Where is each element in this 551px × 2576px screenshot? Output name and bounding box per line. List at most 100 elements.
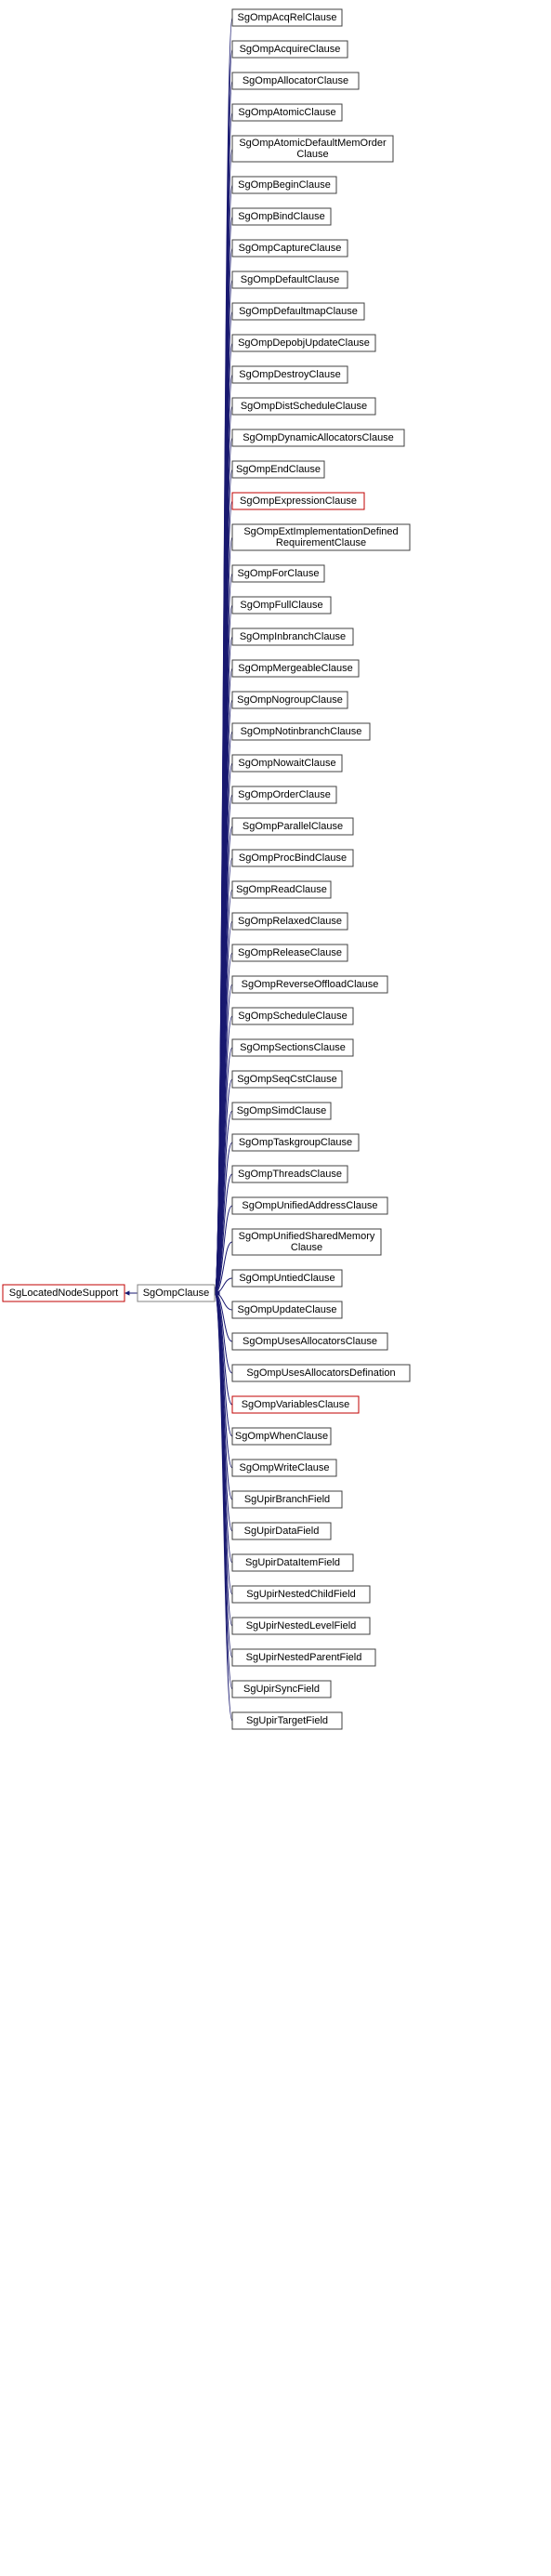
node-label: SgOmpSimdClause <box>237 1105 327 1116</box>
node-label: SgOmpDestroyClause <box>239 369 340 380</box>
node-label: SgOmpUsesAllocatorsDefination <box>246 1367 395 1379</box>
node-child-50[interactable]: SgUpirNestedLevelField <box>232 1618 370 1634</box>
node-child-20[interactable]: SgOmpMergeableClause <box>232 660 359 677</box>
node-label: SgOmpBindClause <box>238 211 325 222</box>
node-label: SgOmpUntiedClause <box>239 1273 335 1284</box>
node-label: Clause <box>291 1242 322 1253</box>
node-label: SgOmpAcqRelClause <box>238 12 337 23</box>
node-label: SgOmpReleaseClause <box>238 947 342 958</box>
node-label: SgOmpMergeableClause <box>238 663 353 674</box>
node-child-37[interactable]: SgOmpUnifiedAddressClause <box>232 1197 387 1214</box>
node-label: SgOmpNowaitClause <box>238 758 335 769</box>
node-child-29[interactable]: SgOmpReleaseClause <box>232 945 348 961</box>
node-child-3[interactable]: SgOmpAtomicClause <box>232 104 342 121</box>
node-label: SgOmpAcquireClause <box>240 44 341 55</box>
node-label: SgOmpProcBindClause <box>239 852 347 864</box>
node-label: SgUpirSyncField <box>243 1684 320 1695</box>
node-child-21[interactable]: SgOmpNogroupClause <box>232 692 348 708</box>
node-label: SgOmpDistScheduleClause <box>241 401 367 412</box>
node-child-4[interactable]: SgOmpAtomicDefaultMemOrderClause <box>232 136 393 162</box>
node-label: SgOmpForClause <box>237 568 319 579</box>
node-child-9[interactable]: SgOmpDefaultmapClause <box>232 303 364 320</box>
node-child-53[interactable]: SgUpirTargetField <box>232 1712 342 1729</box>
node-child-43[interactable]: SgOmpVariablesClause <box>232 1396 359 1413</box>
node-child-11[interactable]: SgOmpDestroyClause <box>232 366 348 383</box>
node-child-10[interactable]: SgOmpDepobjUpdateClause <box>232 335 375 351</box>
node-child-45[interactable]: SgOmpWriteClause <box>232 1460 336 1476</box>
node-child-52[interactable]: SgUpirSyncField <box>232 1681 331 1698</box>
node-center: SgOmpClause <box>138 1285 215 1301</box>
node-label: SgOmpAtomicClause <box>238 107 335 118</box>
node-label: SgOmpNotinbranchClause <box>241 726 362 737</box>
node-child-41[interactable]: SgOmpUsesAllocatorsClause <box>232 1333 387 1350</box>
node-child-31[interactable]: SgOmpScheduleClause <box>232 1008 353 1024</box>
node-label: SgOmpDefaultmapClause <box>239 306 358 317</box>
node-child-33[interactable]: SgOmpSeqCstClause <box>232 1071 342 1088</box>
node-child-14[interactable]: SgOmpEndClause <box>232 461 324 478</box>
node-label: SgUpirTargetField <box>246 1715 328 1726</box>
node-label: SgUpirNestedChildField <box>246 1589 355 1600</box>
node-child-35[interactable]: SgOmpTaskgroupClause <box>232 1134 359 1151</box>
node-child-27[interactable]: SgOmpReadClause <box>232 881 331 898</box>
node-child-42[interactable]: SgOmpUsesAllocatorsDefination <box>232 1365 410 1381</box>
node-child-40[interactable]: SgOmpUpdateClause <box>232 1301 342 1318</box>
node-child-8[interactable]: SgOmpDefaultClause <box>232 271 348 288</box>
node-child-6[interactable]: SgOmpBindClause <box>232 208 331 225</box>
node-child-25[interactable]: SgOmpParallelClause <box>232 818 353 835</box>
node-child-15[interactable]: SgOmpExpressionClause <box>232 493 364 509</box>
node-label: SgUpirNestedLevelField <box>246 1620 357 1631</box>
node-label: SgOmpReadClause <box>236 884 327 895</box>
node-child-22[interactable]: SgOmpNotinbranchClause <box>232 723 370 740</box>
node-label: SgOmpUsesAllocatorsClause <box>243 1336 377 1347</box>
node-child-32[interactable]: SgOmpSectionsClause <box>232 1039 353 1056</box>
node-parent[interactable]: SgLocatedNodeSupport <box>3 1285 125 1301</box>
node-child-7[interactable]: SgOmpCaptureClause <box>232 240 348 257</box>
node-label: SgOmpUnifiedAddressClause <box>242 1200 377 1211</box>
arrow-head-icon <box>125 1290 129 1295</box>
node-label: SgOmpCaptureClause <box>239 243 342 254</box>
node-child-34[interactable]: SgOmpSimdClause <box>232 1103 331 1119</box>
node-label: SgOmpParallelClause <box>243 821 343 832</box>
node-child-12[interactable]: SgOmpDistScheduleClause <box>232 398 375 415</box>
node-child-39[interactable]: SgOmpUntiedClause <box>232 1270 342 1287</box>
node-label: SgOmpVariablesClause <box>242 1399 350 1410</box>
node-child-51[interactable]: SgUpirNestedParentField <box>232 1649 375 1666</box>
node-child-49[interactable]: SgUpirNestedChildField <box>232 1586 370 1603</box>
node-child-16[interactable]: SgOmpExtImplementationDefinedRequirement… <box>232 524 410 550</box>
node-child-13[interactable]: SgOmpDynamicAllocatorsClause <box>232 429 404 446</box>
node-label: SgOmpInbranchClause <box>240 631 346 642</box>
node-label: SgUpirNestedParentField <box>246 1652 362 1663</box>
node-child-26[interactable]: SgOmpProcBindClause <box>232 850 353 866</box>
node-label: SgOmpNogroupClause <box>237 694 343 706</box>
node-child-48[interactable]: SgUpirDataItemField <box>232 1554 353 1571</box>
node-label: SgOmpRelaxedClause <box>238 916 342 927</box>
node-child-46[interactable]: SgUpirBranchField <box>232 1491 342 1508</box>
node-label: SgOmpExpressionClause <box>240 495 357 507</box>
node-label: SgOmpExtImplementationDefined <box>243 526 398 537</box>
node-child-5[interactable]: SgOmpBeginClause <box>232 177 336 193</box>
node-label: SgOmpDepobjUpdateClause <box>238 337 370 349</box>
node-label: SgOmpSectionsClause <box>240 1042 346 1053</box>
node-child-24[interactable]: SgOmpOrderClause <box>232 786 336 803</box>
node-child-44[interactable]: SgOmpWhenClause <box>232 1428 331 1445</box>
node-child-0[interactable]: SgOmpAcqRelClause <box>232 9 342 26</box>
node-child-18[interactable]: SgOmpFullClause <box>232 597 331 614</box>
node-label: SgOmpUnifiedSharedMemory <box>239 1231 375 1242</box>
node-child-36[interactable]: SgOmpThreadsClause <box>232 1166 348 1182</box>
node-label: SgOmpClause <box>143 1288 210 1299</box>
node-label: SgOmpEndClause <box>236 464 321 475</box>
node-child-17[interactable]: SgOmpForClause <box>232 565 324 582</box>
node-label: SgOmpWriteClause <box>240 1462 330 1473</box>
node-child-2[interactable]: SgOmpAllocatorClause <box>232 73 359 89</box>
node-child-1[interactable]: SgOmpAcquireClause <box>232 41 348 58</box>
node-child-30[interactable]: SgOmpReverseOffloadClause <box>232 976 387 993</box>
node-label: SgOmpScheduleClause <box>238 1011 347 1022</box>
node-child-47[interactable]: SgUpirDataField <box>232 1523 331 1539</box>
node-child-19[interactable]: SgOmpInbranchClause <box>232 628 353 645</box>
node-child-23[interactable]: SgOmpNowaitClause <box>232 755 342 772</box>
node-label: SgOmpDynamicAllocatorsClause <box>243 432 394 443</box>
node-label: Clause <box>296 149 328 160</box>
node-label: SgOmpWhenClause <box>235 1431 328 1442</box>
node-child-38[interactable]: SgOmpUnifiedSharedMemoryClause <box>232 1229 381 1255</box>
node-child-28[interactable]: SgOmpRelaxedClause <box>232 913 348 930</box>
